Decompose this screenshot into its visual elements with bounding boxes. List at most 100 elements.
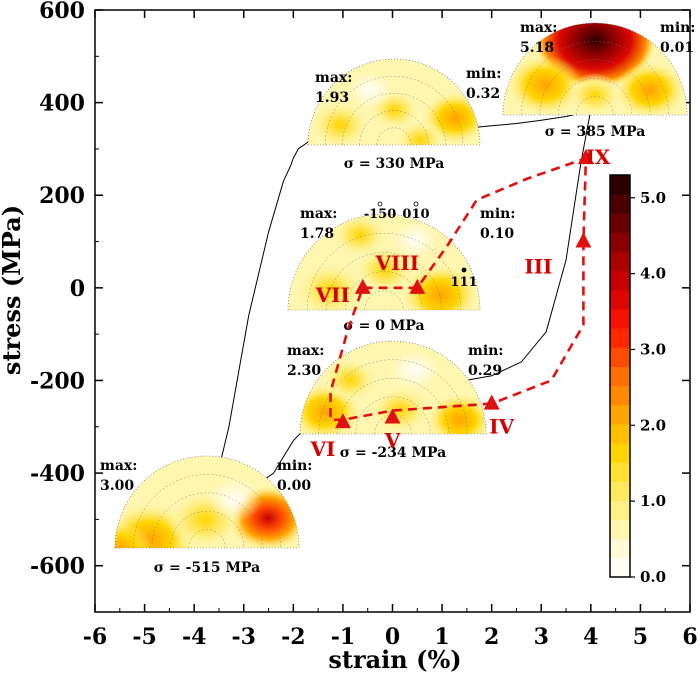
pf-max-label: max: xyxy=(520,20,557,36)
pf-min-value: 0.10 xyxy=(480,226,514,242)
pf-min-value: 0.00 xyxy=(277,478,311,494)
pole-figure-pf5: max: 5.18 min: 0.01 σ = 385 MPa xyxy=(502,20,695,140)
colorbar-band xyxy=(610,404,630,425)
pf-min-value: 0.29 xyxy=(468,363,502,379)
intensity-region xyxy=(355,246,415,294)
x-tick-label: -6 xyxy=(83,624,107,650)
y-axis-label: stress (MPa) xyxy=(0,205,26,375)
colorbar-tick-label: 5.0 xyxy=(640,189,666,207)
x-tick-label: 2 xyxy=(484,624,499,650)
dashed-loading-path xyxy=(329,156,588,422)
intensity-region xyxy=(507,55,583,115)
path-marker-vi xyxy=(334,413,351,429)
x-tick-label: -1 xyxy=(331,624,355,650)
pf-min-value: 0.01 xyxy=(660,40,694,56)
colorbar-band xyxy=(610,213,630,233)
intensity-region xyxy=(427,394,486,434)
contour-line xyxy=(521,41,669,115)
pole-figure-outline xyxy=(114,455,300,549)
y-tick-label: 400 xyxy=(39,91,85,117)
pole-figure-pf3: max: 1.78 min: 0.10 σ = 0 MPa xyxy=(287,206,515,334)
colorbar: 0.0 1.0 2.0 3.0 4.0 5.0 xyxy=(609,174,666,586)
contour-line xyxy=(359,110,429,145)
path-label-viii: VIII xyxy=(374,251,419,275)
contour-line xyxy=(539,59,651,115)
pf-max-value: 1.78 xyxy=(300,226,334,242)
colorbar-band xyxy=(610,175,630,195)
colorbar-band xyxy=(610,309,630,329)
pf-max-label: max: xyxy=(287,343,324,359)
colorbar-band xyxy=(610,462,630,482)
pf-min-label: min: xyxy=(466,66,501,82)
pf-min-label: min: xyxy=(660,20,695,36)
pf-sigma-label: σ = -515 MPa xyxy=(154,560,260,576)
intensity-region xyxy=(395,120,445,145)
pf-max-value: 5.18 xyxy=(520,40,554,56)
path-label-iii: III xyxy=(524,255,552,279)
path-marker-iv xyxy=(483,394,500,410)
y-tick-label: -400 xyxy=(30,461,85,487)
x-tick-label: -3 xyxy=(232,624,256,650)
y-tick-label: -600 xyxy=(30,554,85,580)
pole-figure-pf4: max: 1.93 min: 0.32 σ = 330 MPa xyxy=(307,58,501,172)
colorbar-tick-label: 2.0 xyxy=(640,416,666,434)
contour-line xyxy=(345,271,423,310)
hkl-marker xyxy=(461,267,467,273)
contour-line xyxy=(342,93,446,145)
colorbar-band xyxy=(610,251,630,272)
pf-sigma-label: σ = -234 MPa xyxy=(340,445,446,461)
intensity-region xyxy=(310,101,370,145)
contour-line xyxy=(318,359,468,434)
path-label-vi: VI xyxy=(309,437,335,461)
x-tick-label: 1 xyxy=(434,624,449,650)
contour-line xyxy=(558,78,632,115)
intensity-region xyxy=(390,350,440,390)
intensity-region xyxy=(402,265,478,310)
colorbar-tick-label: 4.0 xyxy=(640,265,666,283)
intensity-region xyxy=(347,72,393,108)
pf-min-label: min: xyxy=(480,206,515,222)
contour-line xyxy=(170,511,244,548)
colorbar-band xyxy=(610,500,630,521)
contour-line xyxy=(576,96,614,115)
x-tick-label: 0 xyxy=(385,624,400,650)
colorbar-band xyxy=(610,289,630,310)
pole-figures: max: 3.00 min: 0.00 σ = -515 MPa max: 2.30 min:… xyxy=(100,20,695,576)
pf-max-value: 3.00 xyxy=(100,478,134,494)
x-tick-label: 5 xyxy=(633,624,648,650)
colorbar-band xyxy=(610,443,630,463)
path-label-ix: IX xyxy=(585,145,610,169)
pf-max-label: max: xyxy=(315,70,352,86)
colorbar-band xyxy=(610,328,630,348)
colorbar-band xyxy=(610,232,630,253)
path-label-v: V xyxy=(384,429,401,453)
hkl-marker xyxy=(377,201,383,207)
hkl-label-3: 111 xyxy=(450,275,477,290)
contour-line xyxy=(188,529,226,548)
colorbar-band xyxy=(610,385,630,406)
hkl-label-1: -150 xyxy=(364,207,397,222)
x-tick-label: 6 xyxy=(682,624,697,650)
colorbar-band xyxy=(610,366,630,387)
contour-line xyxy=(337,378,449,434)
contour-line xyxy=(307,233,461,310)
y-tick-label: 600 xyxy=(39,0,85,24)
contour-line xyxy=(355,396,431,434)
path-marker-ix xyxy=(577,149,594,165)
intensity-region xyxy=(115,522,153,548)
intensity-region xyxy=(567,73,623,115)
colorbar-band xyxy=(610,538,630,559)
contour-line xyxy=(364,290,404,310)
path-marker-v xyxy=(384,408,401,424)
pf-min-label: min: xyxy=(277,458,312,474)
axes: -6 -5 -4 -3 -2 -1 0 1 2 3 4 5 6 -600 -400 -200 0 200 400 60… xyxy=(30,0,698,650)
loading-path: IV V VI VII VIII III IX xyxy=(309,145,610,461)
hkl-marker xyxy=(413,201,419,207)
x-tick-label: 3 xyxy=(534,624,549,650)
pf-max-value: 2.30 xyxy=(287,363,321,379)
x-axis-label: strain (%) xyxy=(328,645,461,674)
pf-min-value: 0.32 xyxy=(466,86,500,102)
path-marker-vii xyxy=(354,278,371,294)
colorbar-band xyxy=(610,270,630,291)
